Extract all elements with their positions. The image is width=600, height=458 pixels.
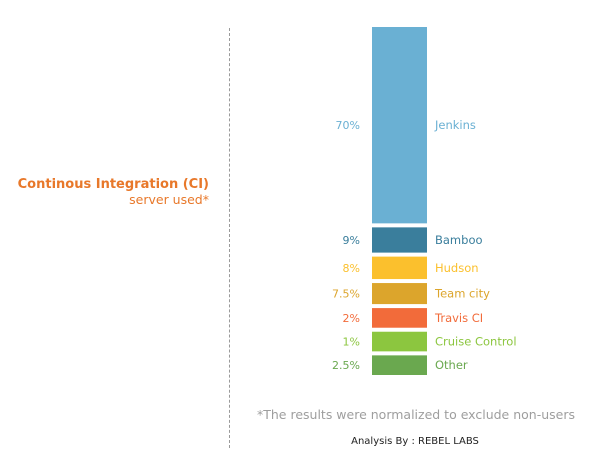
dashed-divider [229, 28, 230, 448]
chart-title-sub: server used* [129, 191, 209, 207]
stacked-bar-chart: 70% Jenkins 9% Bamboo 8% Hudson 7.5% Team city 2… [332, 27, 517, 375]
bar-segment-bamboo [372, 227, 427, 253]
chart-title: Continous Integration (CI) server used* [17, 177, 209, 207]
bar-segment-team-city [372, 283, 427, 305]
bar-segment-jenkins [372, 27, 427, 224]
category-label-cruise-control: Cruise Control [435, 335, 517, 349]
bar-segment-cruise-control [372, 331, 427, 352]
category-label-hudson: Hudson [435, 261, 479, 275]
category-label-jenkins: Jenkins [434, 118, 476, 132]
value-label-hudson: 8% [343, 262, 360, 275]
category-label-other: Other [435, 358, 468, 372]
value-label-other: 2.5% [332, 359, 360, 372]
bar-segment-other [372, 355, 427, 375]
category-label-team-city: Team city [434, 287, 490, 301]
bar-segment-travis-ci [372, 308, 427, 328]
category-label-bamboo: Bamboo [435, 233, 483, 247]
value-label-travis-ci: 2% [343, 312, 360, 325]
credit-label: Analysis By : REBEL LABS [351, 436, 479, 447]
category-label-travis-ci: Travis CI [434, 311, 483, 325]
chart-title-main: Continous Integration (CI) [17, 177, 209, 192]
footnote: *The results were normalized to exclude … [256, 407, 575, 422]
value-label-jenkins: 70% [336, 119, 360, 132]
value-label-team-city: 7.5% [332, 288, 360, 301]
value-label-cruise-control: 1% [343, 336, 360, 349]
value-label-bamboo: 9% [343, 234, 360, 247]
bar-segment-hudson [372, 256, 427, 280]
